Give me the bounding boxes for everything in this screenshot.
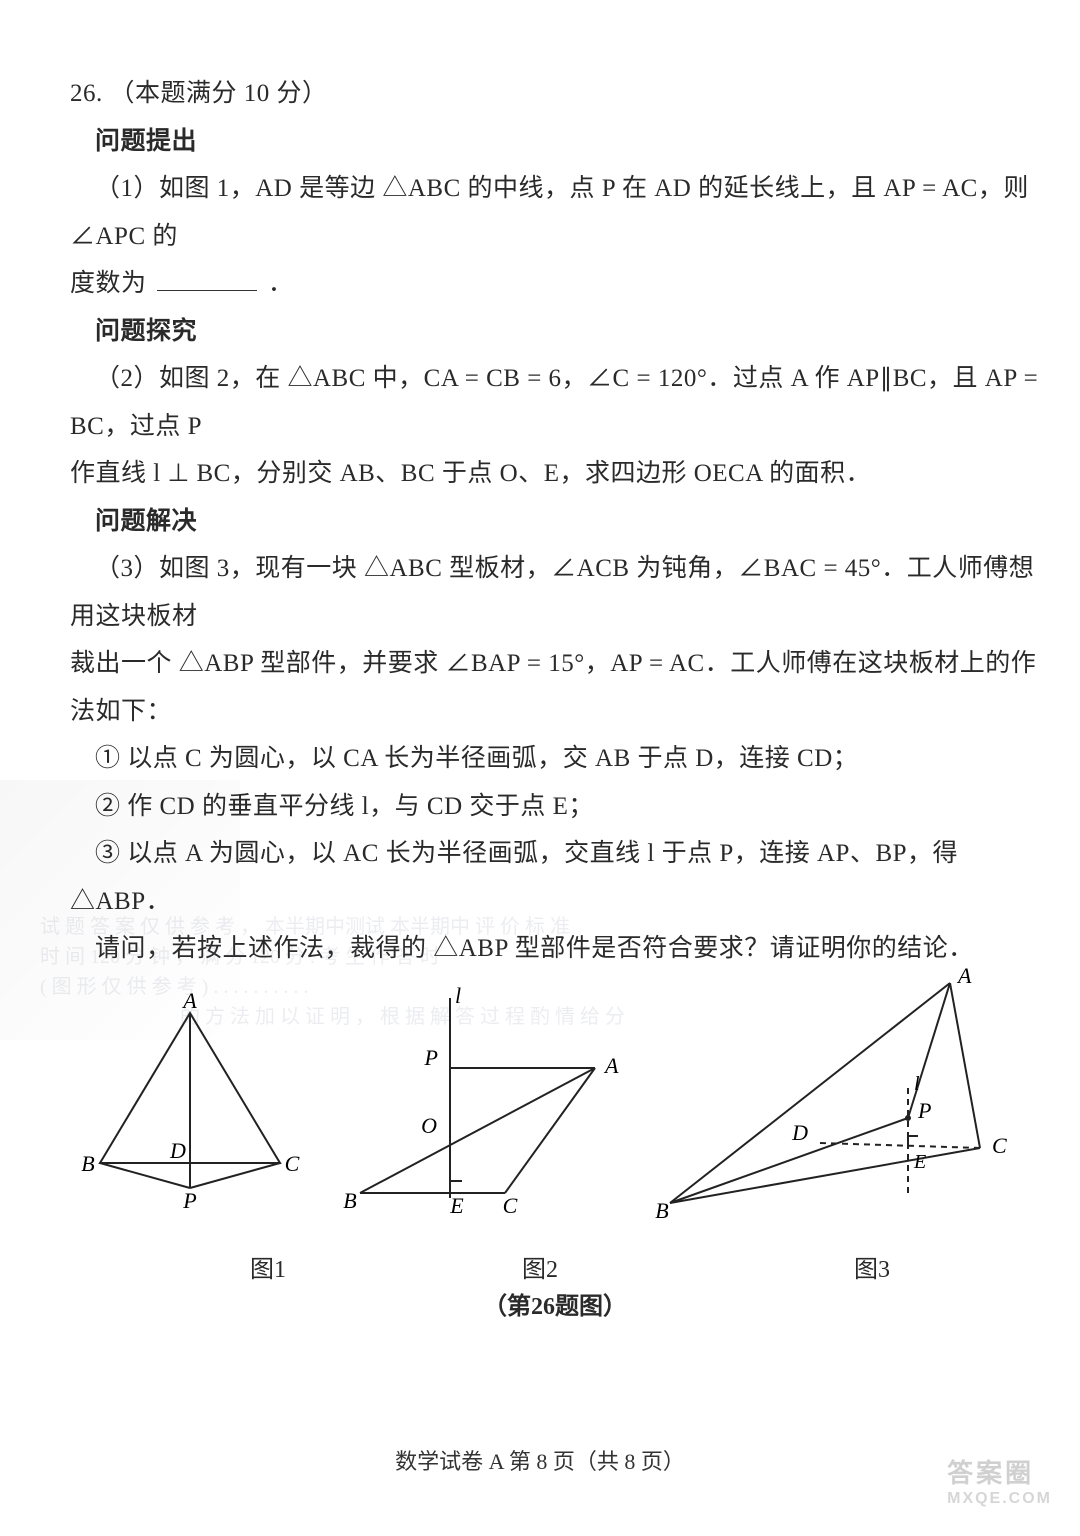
figures-row: A B C D P l P A xyxy=(70,983,1000,1243)
p3f: 请问，若按上述作法，裁得的 △ABP 型部件是否符合要求？请证明你的结论． xyxy=(70,925,1040,973)
fig2-label: 图2 xyxy=(522,1249,558,1284)
heading-1: 问题提出 xyxy=(70,118,1040,166)
figure-2: l P A O B E C xyxy=(330,983,630,1223)
figure-labels: 图1 图2 图3 xyxy=(70,1249,1040,1284)
figure-caption: （第26题图） xyxy=(70,1286,1040,1321)
page-footer: 数学试卷 A 第 8 页（共 8 页） xyxy=(0,1444,1080,1476)
blank-answer xyxy=(157,278,257,292)
p1c: ． xyxy=(268,270,294,297)
heading-3: 问题解决 xyxy=(70,498,1040,546)
heading-2: 问题探究 xyxy=(70,308,1040,356)
svg-text:B: B xyxy=(343,1188,356,1213)
p3b: 裁出一个 △ABP 型部件，并要求 ∠BAP = 15°，AP = AC．工人师… xyxy=(70,640,1040,735)
q-number: 26. xyxy=(70,80,103,107)
svg-text:D: D xyxy=(169,1138,186,1163)
svg-text:P: P xyxy=(424,1045,438,1070)
svg-text:E: E xyxy=(449,1193,464,1218)
svg-text:A: A xyxy=(603,1053,619,1078)
p2b: 作直线 l ⊥ BC，分别交 AB、BC 于点 O、E，求四边形 OECA 的面… xyxy=(70,450,1040,498)
svg-text:P: P xyxy=(917,1098,931,1123)
watermark-sub: MXQE.COM xyxy=(947,1490,1052,1508)
p3c: ① 以点 C 为圆心，以 CA 长为半径画弧，交 AB 于点 D，连接 CD； xyxy=(70,735,1040,783)
p2a: （2）如图 2，在 △ABC 中，CA = CB = 6，∠C = 120°．过… xyxy=(70,355,1040,450)
p3e: ③ 以点 A 为圆心，以 AC 长为半径画弧，交直线 l 于点 P，连接 AP、… xyxy=(70,830,1040,925)
svg-text:O: O xyxy=(421,1113,437,1138)
svg-text:C: C xyxy=(992,1133,1007,1158)
svg-text:C: C xyxy=(503,1193,518,1218)
svg-text:l: l xyxy=(455,983,461,1008)
svg-text:E: E xyxy=(913,1151,926,1173)
figure-3: A B C D E P l xyxy=(650,968,1010,1228)
svg-text:l: l xyxy=(914,1073,920,1095)
watermark-main: 答案圈 xyxy=(947,1458,1034,1488)
page: 26. （本题满分 10 分） 问题提出 （1）如图 1，AD 是等边 △ABC… xyxy=(0,0,1080,1536)
fig1-label: 图1 xyxy=(250,1249,286,1284)
q-points: （本题满分 10 分） xyxy=(110,80,328,107)
svg-text:A: A xyxy=(956,968,972,988)
svg-text:B: B xyxy=(81,1151,94,1176)
figure-1: A B C D P xyxy=(70,993,310,1213)
fig3-label: 图3 xyxy=(854,1249,890,1284)
svg-text:B: B xyxy=(655,1198,668,1223)
svg-text:A: A xyxy=(181,993,197,1013)
p3a: （3）如图 3，现有一块 △ABC 型板材，∠ACB 为钝角，∠BAC = 45… xyxy=(70,545,1040,640)
svg-text:P: P xyxy=(182,1188,196,1213)
p3d: ② 作 CD 的垂直平分线 l，与 CD 交于点 E； xyxy=(70,783,1040,831)
q-header: 26. （本题满分 10 分） xyxy=(70,70,1040,118)
svg-text:C: C xyxy=(285,1151,300,1176)
watermark: 答案圈 MXQE.COM xyxy=(947,1453,1052,1508)
p1b: 度数为 xyxy=(70,270,147,297)
svg-text:D: D xyxy=(791,1120,808,1145)
p1b-line: 度数为 ． xyxy=(70,260,1040,308)
p1a: （1）如图 1，AD 是等边 △ABC 的中线，点 P 在 AD 的延长线上，且… xyxy=(70,165,1040,260)
